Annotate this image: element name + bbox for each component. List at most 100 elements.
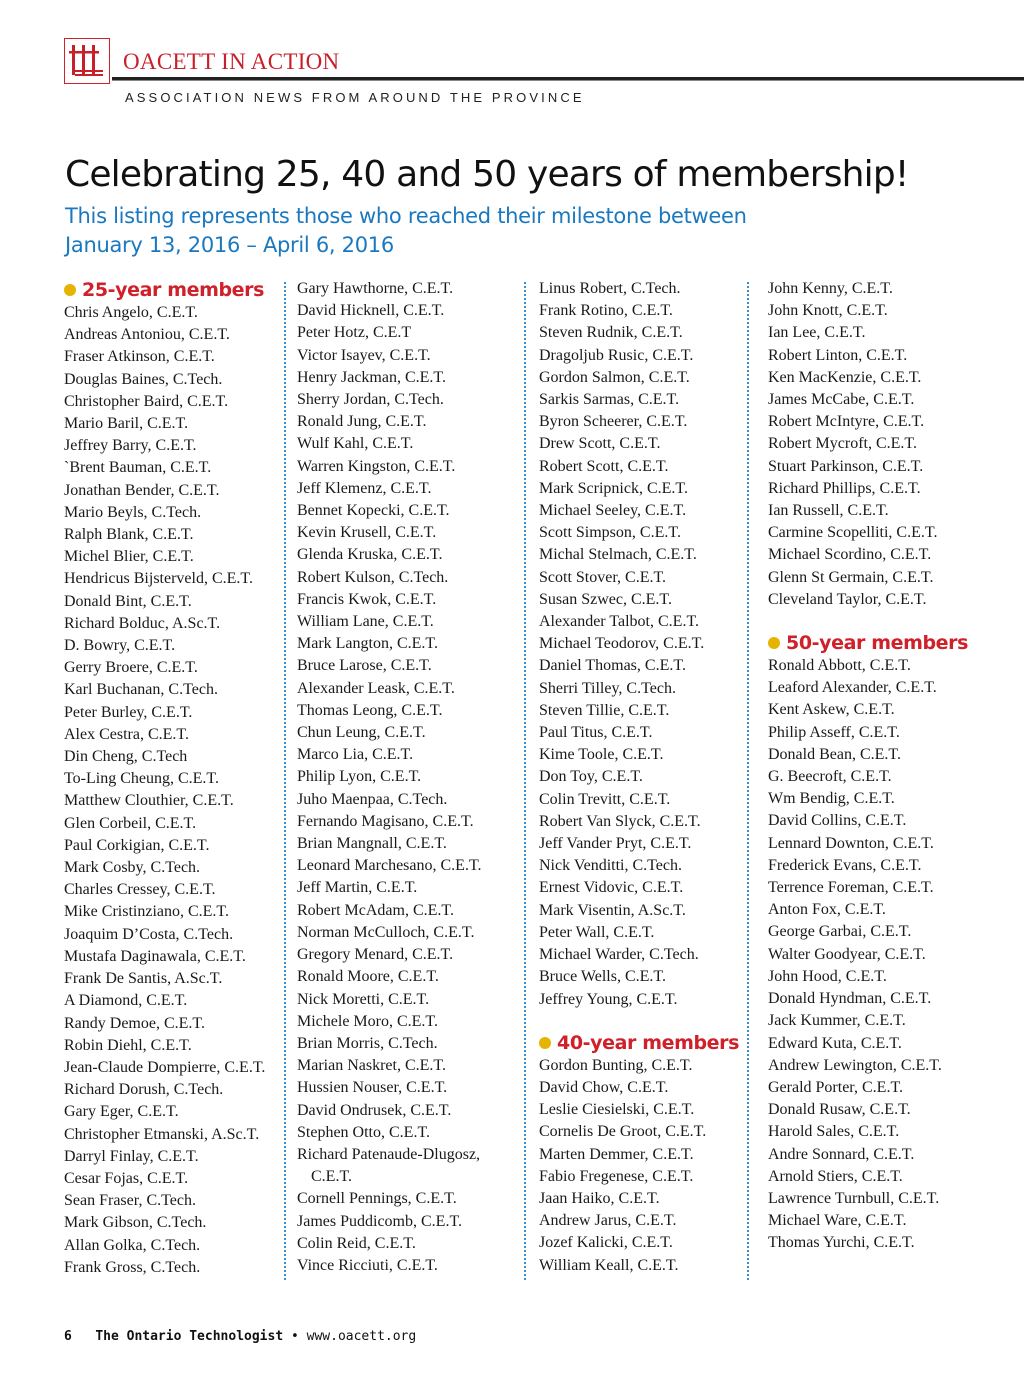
member-name: Gregory Menard, C.E.T. xyxy=(297,946,454,964)
member-name: John Hood, C.E.T. xyxy=(768,967,887,985)
section-tagline: ASSOCIATION NEWS FROM AROUND THE PROVINC… xyxy=(125,90,585,105)
member-name: Nick Venditti, C.Tech. xyxy=(539,857,683,875)
member-name: Darryl Finlay, C.E.T. xyxy=(64,1147,199,1165)
member-name: Bruce Larose, C.E.T. xyxy=(297,657,432,675)
member-name: Robert Mycroft, C.E.T. xyxy=(768,435,918,453)
member-name: Allan Golka, C.Tech. xyxy=(64,1236,201,1254)
member-name: Sherry Jordan, C.Tech. xyxy=(297,391,444,409)
member-name: Jeff Martin, C.E.T. xyxy=(297,879,418,897)
member-name: Glen Corbeil, C.E.T. xyxy=(64,814,197,832)
member-name: William Lane, C.E.T. xyxy=(297,613,434,631)
member-name: Kime Toole, C.E.T. xyxy=(539,746,664,764)
member-name: Robert Van Slyck, C.E.T. xyxy=(539,812,701,830)
member-name: Mike Cristinziano, C.E.T. xyxy=(64,903,230,921)
member-name: Ken MacKenzie, C.E.T. xyxy=(768,368,922,386)
member-name: Gary Eger, C.E.T. xyxy=(64,1103,179,1121)
member-name: Chris Angelo, C.E.T. xyxy=(64,304,198,321)
publication-name: The Ontario Technologist xyxy=(95,1329,284,1344)
member-column-3: Linus Robert, C.Tech. Frank Rotino, C.E.T… xyxy=(539,278,739,1277)
member-name: Michael Ware, C.E.T. xyxy=(768,1212,907,1230)
member-name: Ronald Jung, C.E.T. xyxy=(297,413,427,431)
member-name: Christopher Etmanski, A.Sc.T. xyxy=(64,1125,260,1143)
member-name: Mark Langton, C.E.T. xyxy=(297,635,439,653)
member-name: D. Bowry, C.E.T. xyxy=(64,637,176,655)
member-name: John Kenny, C.E.T. xyxy=(768,280,893,297)
member-name: Mark Visentin, A.Sc.T. xyxy=(539,901,686,919)
member-name: Scott Stover, C.E.T. xyxy=(539,568,667,586)
member-name: Warren Kingston, C.E.T. xyxy=(297,457,456,475)
member-name: Michael Warder, C.Tech. xyxy=(539,946,699,964)
section-heading-label: 40-year members xyxy=(557,1031,740,1054)
member-name: A Diamond, C.E.T. xyxy=(64,992,188,1010)
bullet-icon xyxy=(64,284,76,296)
website-link[interactable]: www.oacett.org xyxy=(306,1329,417,1344)
member-name: Sherri Tilley, C.Tech. xyxy=(539,679,676,697)
section-heading-label: 25-year members xyxy=(82,279,265,301)
member-name: Donald Hyndman, C.E.T. xyxy=(768,990,932,1008)
member-name: David Collins, C.E.T. xyxy=(768,812,907,830)
member-name: Michael Seeley, C.E.T. xyxy=(539,502,687,520)
member-name: Edward Kuta, C.E.T. xyxy=(768,1034,902,1052)
member-name: Marian Naskret, C.E.T. xyxy=(297,1057,446,1075)
member-name: Jack Kummer, C.E.T. xyxy=(768,1012,906,1030)
member-name: Jeff Klemenz, C.E.T. xyxy=(297,479,432,497)
member-name: Mustafa Daginawala, C.E.T. xyxy=(64,947,246,965)
member-name: Paul Titus, C.E.T. xyxy=(539,724,653,742)
page-title: Celebrating 25, 40 and 50 years of membe… xyxy=(65,154,909,195)
member-name: Cleveland Taylor, C.E.T. xyxy=(768,590,927,608)
member-name: Thomas Leong, C.E.T. xyxy=(297,701,443,719)
member-name: Juho Maenpaa, C.Tech. xyxy=(297,790,448,808)
member-name: Drew Scott, C.E.T. xyxy=(539,435,661,453)
member-name: Peter Hotz, C.E.T xyxy=(297,324,412,342)
member-name: Frederick Evans, C.E.T. xyxy=(768,856,922,874)
section-heading: 40-year members xyxy=(539,1031,739,1055)
member-name: Ronald Moore, C.E.T. xyxy=(297,968,439,986)
member-name: Sarkis Sarmas, C.E.T. xyxy=(539,391,680,409)
member-name: Linus Robert, C.Tech. xyxy=(539,280,681,297)
member-name: Wulf Kahl, C.E.T. xyxy=(297,435,414,453)
member-name: Jonathan Bender, C.E.T. xyxy=(64,481,220,499)
column-divider xyxy=(747,282,749,1280)
header-rule xyxy=(112,77,1024,81)
member-name: Dragoljub Rusic, C.E.T. xyxy=(539,346,694,364)
member-name: Jean-Claude Dompierre, C.E.T. xyxy=(64,1058,266,1076)
member-name: To-Ling Cheung, C.E.T. xyxy=(64,770,220,788)
member-name: Fernando Magisano, C.E.T. xyxy=(297,812,474,830)
member-name: Colin Reid, C.E.T. xyxy=(297,1234,416,1252)
member-name: Brian Mangnall, C.E.T. xyxy=(297,835,447,853)
member-name: Robin Diehl, C.E.T. xyxy=(64,1036,192,1054)
member-name: Donald Rusaw, C.E.T. xyxy=(768,1101,911,1119)
member-name: Wm Bendig, C.E.T. xyxy=(768,790,895,808)
member-name: Charles Cressey, C.E.T. xyxy=(64,881,216,899)
member-name: Jaan Haiko, C.E.T. xyxy=(539,1189,660,1207)
member-name: Nick Moretti, C.E.T. xyxy=(297,990,430,1008)
member-name: Ralph Blank, C.E.T. xyxy=(64,526,194,544)
member-name: Jeffrey Barry, C.E.T. xyxy=(64,437,197,455)
member-name: Carmine Scopelliti, C.E.T. xyxy=(768,524,938,542)
member-name: Frank Gross, C.Tech. xyxy=(64,1258,201,1276)
member-name: Andreas Antoniou, C.E.T. xyxy=(64,326,230,344)
member-name: Frank Rotino, C.E.T. xyxy=(539,302,673,320)
logo-mark-icon xyxy=(69,45,103,76)
page-number: 6 xyxy=(64,1329,72,1344)
member-name: Joaquim D’Costa, C.Tech. xyxy=(64,925,234,943)
member-name: Robert McIntyre, C.E.T. xyxy=(768,413,925,431)
member-name: Kevin Krusell, C.E.T. xyxy=(297,524,437,542)
member-name: Mark Gibson, C.Tech. xyxy=(64,1214,207,1232)
member-name: Vince Ricciuti, C.E.T. xyxy=(297,1256,438,1274)
member-name: Don Toy, C.E.T. xyxy=(539,768,643,786)
member-name: Glenn St Germain, C.E.T. xyxy=(768,568,934,586)
member-name: Donald Bean, C.E.T. xyxy=(768,745,902,763)
member-name: Robert Linton, C.E.T. xyxy=(768,346,908,364)
member-name: Mario Beyls, C.Tech. xyxy=(64,503,202,521)
member-name: Robert Scott, C.E.T. xyxy=(539,457,669,475)
member-name: Leonard Marchesano, C.E.T. xyxy=(297,857,482,875)
member-name: Stephen Otto, C.E.T. xyxy=(297,1123,431,1141)
member-name: Robert Kulson, C.Tech. xyxy=(297,568,449,586)
member-name: Hussien Nouser, C.E.T. xyxy=(297,1079,448,1097)
section-brand: OACETT IN ACTION xyxy=(123,49,340,74)
member-name: `Brent Bauman, C.E.T. xyxy=(64,459,212,477)
member-name: David Ondrusek, C.E.T. xyxy=(297,1101,452,1119)
member-column-1: 25-year members Chris Angelo, C.E.T. Andre… xyxy=(64,278,265,1279)
member-name: Terrence Foreman, C.E.T. xyxy=(768,879,934,897)
